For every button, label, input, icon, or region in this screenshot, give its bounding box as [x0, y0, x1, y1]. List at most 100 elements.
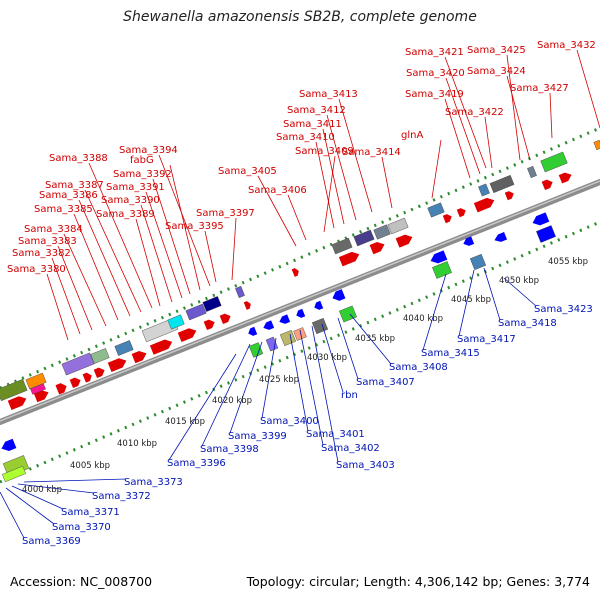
leader-line [431, 139, 442, 199]
gene-label-reverse[interactable]: Sama_3415 [421, 348, 480, 359]
leader-line [57, 245, 93, 331]
gene-glyph [131, 350, 147, 364]
gene-glyph [387, 217, 409, 235]
gene-label-forward[interactable]: Sama_3406 [248, 185, 307, 196]
gene-label-forward[interactable]: Sama_3383 [18, 236, 77, 247]
gene-glyph [114, 340, 134, 356]
gene-glyph [527, 165, 537, 179]
gene-label-reverse[interactable]: Sama_3400 [260, 416, 319, 427]
leader-line [152, 178, 191, 295]
gene-label-reverse[interactable]: Sama_3418 [498, 318, 557, 329]
gene-label-reverse[interactable]: Sama_3370 [52, 522, 111, 533]
gene-label-forward[interactable]: Sama_3432 [537, 40, 596, 51]
gene-label-reverse[interactable]: Sama_3369 [22, 536, 81, 547]
gene-label-reverse[interactable]: Sama_3417 [457, 334, 516, 345]
leader-line [145, 191, 183, 299]
gene-glyph [7, 396, 27, 411]
map-title: Shewanella amazonensis SB2B, complete ge… [123, 9, 477, 25]
gene-label-forward[interactable]: Sama_3395 [165, 221, 224, 232]
gene-label-forward[interactable]: Sama_3424 [467, 66, 526, 77]
gene-label-forward[interactable]: Sama_3411 [283, 119, 342, 130]
leader-line [140, 204, 173, 303]
gene-label-forward[interactable]: Sama_3419 [405, 89, 464, 100]
leader-line [11, 485, 64, 510]
gene-label-forward[interactable]: Sama_3427 [510, 83, 569, 94]
gene-label-forward[interactable]: Sama_3380 [7, 264, 66, 275]
gene-label-reverse[interactable]: Sama_3396 [167, 458, 226, 469]
gene-glyph [296, 308, 306, 318]
leader-line [0, 491, 25, 539]
gene-glyph [293, 327, 307, 341]
gene-label-forward[interactable]: Sama_3420 [406, 68, 465, 79]
leader-line [73, 213, 119, 321]
gene-label-reverse[interactable]: Sama_3398 [200, 444, 259, 455]
kbp-tick-label: 4000 kbp [22, 485, 62, 495]
gene-label-reverse[interactable]: Sama_3372 [92, 491, 151, 502]
gene-label-forward[interactable]: glnA [401, 130, 423, 141]
gene-label-forward[interactable]: Sama_3394 [119, 145, 178, 156]
gene-label-forward[interactable]: Sama_3412 [287, 105, 346, 116]
gene-glyph [442, 214, 452, 224]
gene-label-forward[interactable]: fabG [130, 155, 154, 166]
kbp-tick-label: 4005 kbp [70, 461, 110, 471]
gene-label-forward[interactable]: Sama_3397 [196, 208, 255, 219]
gene-label-reverse[interactable]: Sama_3371 [61, 507, 120, 518]
leader-line [326, 114, 357, 221]
gene-label-reverse[interactable]: Sama_3402 [321, 443, 380, 454]
gene-glyph [82, 372, 92, 383]
leader-line [483, 267, 501, 321]
gene-label-forward[interactable]: Sama_3425 [467, 45, 526, 56]
backbone-highlight [0, 180, 600, 422]
gene-label-forward[interactable]: Sama_3389 [96, 209, 155, 220]
gene-label-reverse[interactable]: Sama_3403 [336, 460, 395, 471]
gene-label-forward[interactable]: Sama_3392 [113, 169, 172, 180]
gene-label-forward[interactable]: Sama_3390 [101, 195, 160, 206]
gene-glyph [203, 319, 215, 331]
kbp-tick-label: 4040 kbp [403, 314, 443, 324]
leader-line [63, 233, 107, 327]
gene-glyph [469, 253, 487, 271]
gene-label-forward[interactable]: Sama_3410 [276, 132, 335, 143]
leader-line [458, 269, 475, 337]
gene-label-forward[interactable]: Sama_3386 [39, 190, 98, 201]
gene-label-forward[interactable]: Sama_3421 [405, 47, 464, 58]
gene-glyph [291, 268, 299, 277]
gene-label-reverse[interactable]: Sama_3407 [356, 377, 415, 388]
kbp-tick-label: 4010 kbp [117, 439, 157, 449]
gene-label-reverse[interactable]: Sama_3423 [534, 304, 593, 315]
leader-line [17, 483, 95, 494]
gene-label-reverse[interactable]: Sama_3399 [228, 431, 287, 442]
gene-glyph [489, 174, 515, 194]
gene-label-forward[interactable]: Sama_3422 [445, 107, 504, 118]
leader-line [444, 56, 487, 169]
gene-glyph [314, 300, 324, 310]
gene-label-reverse[interactable]: rbn [341, 390, 358, 401]
kbp-tick-label: 4050 kbp [499, 276, 539, 286]
gene-label-forward[interactable]: Sama_3405 [218, 166, 277, 177]
gene-glyph [219, 313, 231, 325]
gene-label-reverse[interactable]: Sama_3401 [306, 429, 365, 440]
gene-label-forward[interactable]: Sama_3409 [295, 146, 354, 157]
gene-label-forward[interactable]: Sama_3385 [34, 204, 93, 215]
kbp-tick-label: 4035 kbp [355, 334, 395, 344]
gene-label-forward[interactable]: Sama_3414 [342, 147, 401, 158]
gene-label-forward[interactable]: Sama_3387 [45, 180, 104, 191]
gene-glyph [504, 191, 514, 201]
gene-label-forward[interactable]: Sama_3382 [12, 248, 71, 259]
gene-label-reverse[interactable]: Sama_3373 [124, 477, 183, 488]
gene-label-forward[interactable]: Sama_3388 [49, 153, 108, 164]
leader-line [5, 487, 55, 525]
reverse-strand-guide [0, 220, 600, 484]
gene-label-forward[interactable]: Sama_3391 [106, 182, 165, 193]
gene-glyph [369, 241, 385, 255]
gene-label-forward[interactable]: Sama_3413 [299, 89, 358, 100]
gene-glyph [69, 377, 81, 389]
gene-label-forward[interactable]: Sama_3384 [24, 224, 83, 235]
gene-glyph [541, 179, 553, 191]
gene-glyph [332, 289, 346, 301]
leader-line [322, 128, 345, 225]
gene-glyph [30, 383, 46, 395]
gene-label-reverse[interactable]: Sama_3408 [389, 362, 448, 373]
leader-line [349, 313, 392, 365]
leader-line [257, 175, 297, 247]
